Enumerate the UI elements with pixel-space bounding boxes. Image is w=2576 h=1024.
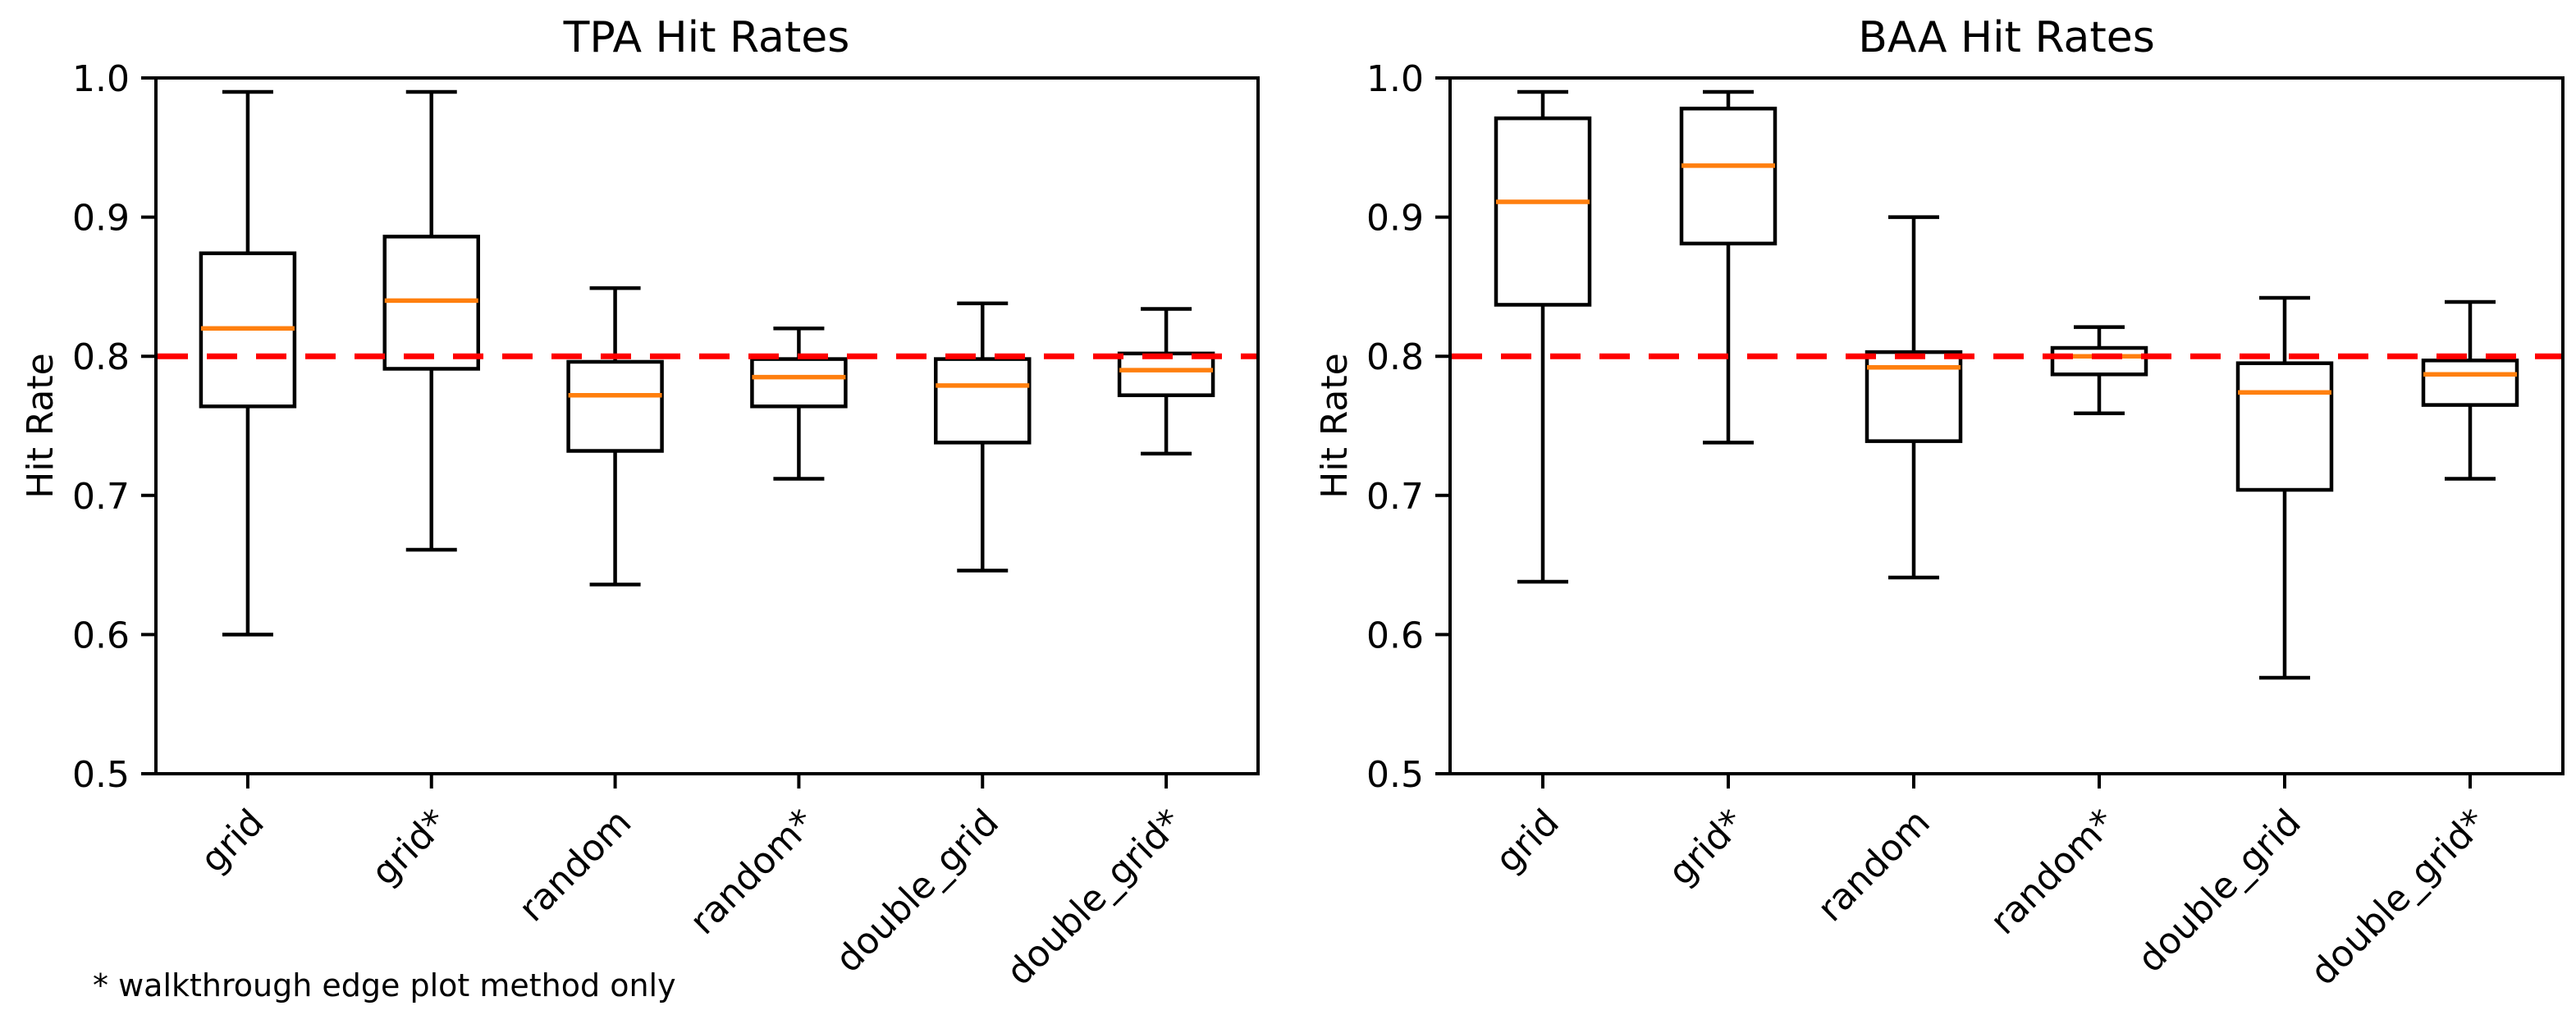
boxplot-double_grid: [2235, 295, 2334, 680]
x-tick-label-grid: grid: [193, 802, 272, 881]
boxplot-grid*: [1679, 89, 1778, 445]
iqr-box: [1117, 351, 1215, 397]
axes-spines: [154, 76, 1260, 775]
x-tick-label-double_grid: double_grid: [827, 802, 1007, 981]
iqr-box: [750, 357, 848, 409]
boxplot-double_grid*: [2421, 299, 2519, 481]
plot-title-tpa: TPA Hit Rates: [563, 13, 850, 62]
y-tick-label: 0.9: [1366, 198, 1424, 240]
iqr-box: [1679, 107, 1778, 246]
y-axis-label-tpa: Hit Rate: [20, 353, 62, 499]
x-tick-label-double_grid: double_grid: [2130, 802, 2309, 981]
boxplot-random*: [2050, 325, 2148, 415]
boxplot-random: [566, 286, 664, 587]
iqr-box: [566, 359, 664, 453]
x-tick-label-random*: random*: [682, 802, 823, 943]
x-tick-label-double_grid*: double_grid*: [999, 802, 1191, 994]
y-tick-label: 1.0: [72, 58, 130, 100]
x-tick-label-random: random: [511, 802, 640, 930]
boxplot-random: [1865, 215, 1963, 580]
axes-tpa: 1.0 0.9 0.8 0.7 0.6 0.5 grid grid* random random*…: [72, 58, 1260, 994]
iqr-box: [2421, 359, 2519, 407]
y-tick-label: 0.8: [1366, 336, 1424, 378]
boxplot-random*: [750, 327, 848, 481]
x-tick-label-double_grid*: double_grid*: [2303, 802, 2495, 994]
axes-spines: [1448, 76, 2565, 775]
boxplot-grid: [199, 89, 297, 637]
boxplot-grid*: [382, 89, 480, 552]
x-tick-label-grid*: grid*: [1660, 802, 1753, 894]
y-tick-label: 0.8: [72, 336, 130, 378]
x-tick-label-grid*: grid*: [364, 802, 456, 894]
x-tick-label-random: random: [1810, 802, 1938, 930]
iqr-box: [1494, 116, 1592, 307]
boxplot-double_grid: [934, 301, 1032, 573]
y-tick-label: 0.9: [72, 198, 130, 240]
y-tick-label: 0.6: [72, 615, 130, 656]
x-tick-label-grid: grid: [1488, 802, 1567, 881]
x-tick-label-random*: random*: [1982, 802, 2123, 943]
y-tick-label: 0.5: [72, 754, 130, 796]
iqr-box: [2235, 361, 2334, 492]
y-axis-label-baa: Hit Rate: [1314, 353, 1356, 499]
y-tick-label: 1.0: [1366, 58, 1424, 100]
axes-baa: 1.0 0.9 0.8 0.7 0.6 0.5 grid grid* random random*…: [1366, 58, 2565, 994]
y-tick-label: 0.6: [1366, 615, 1424, 656]
y-tick-label: 0.7: [72, 476, 130, 518]
plot-title-baa: BAA Hit Rates: [1858, 13, 2155, 62]
footnote: * walkthrough edge plot method only: [93, 967, 676, 1003]
y-tick-label: 0.5: [1366, 754, 1424, 796]
boxplot-double_grid*: [1117, 307, 1215, 456]
y-tick-label: 0.7: [1366, 476, 1424, 518]
boxplot-grid: [1494, 89, 1592, 584]
iqr-box: [2050, 345, 2148, 377]
iqr-box: [934, 357, 1032, 445]
